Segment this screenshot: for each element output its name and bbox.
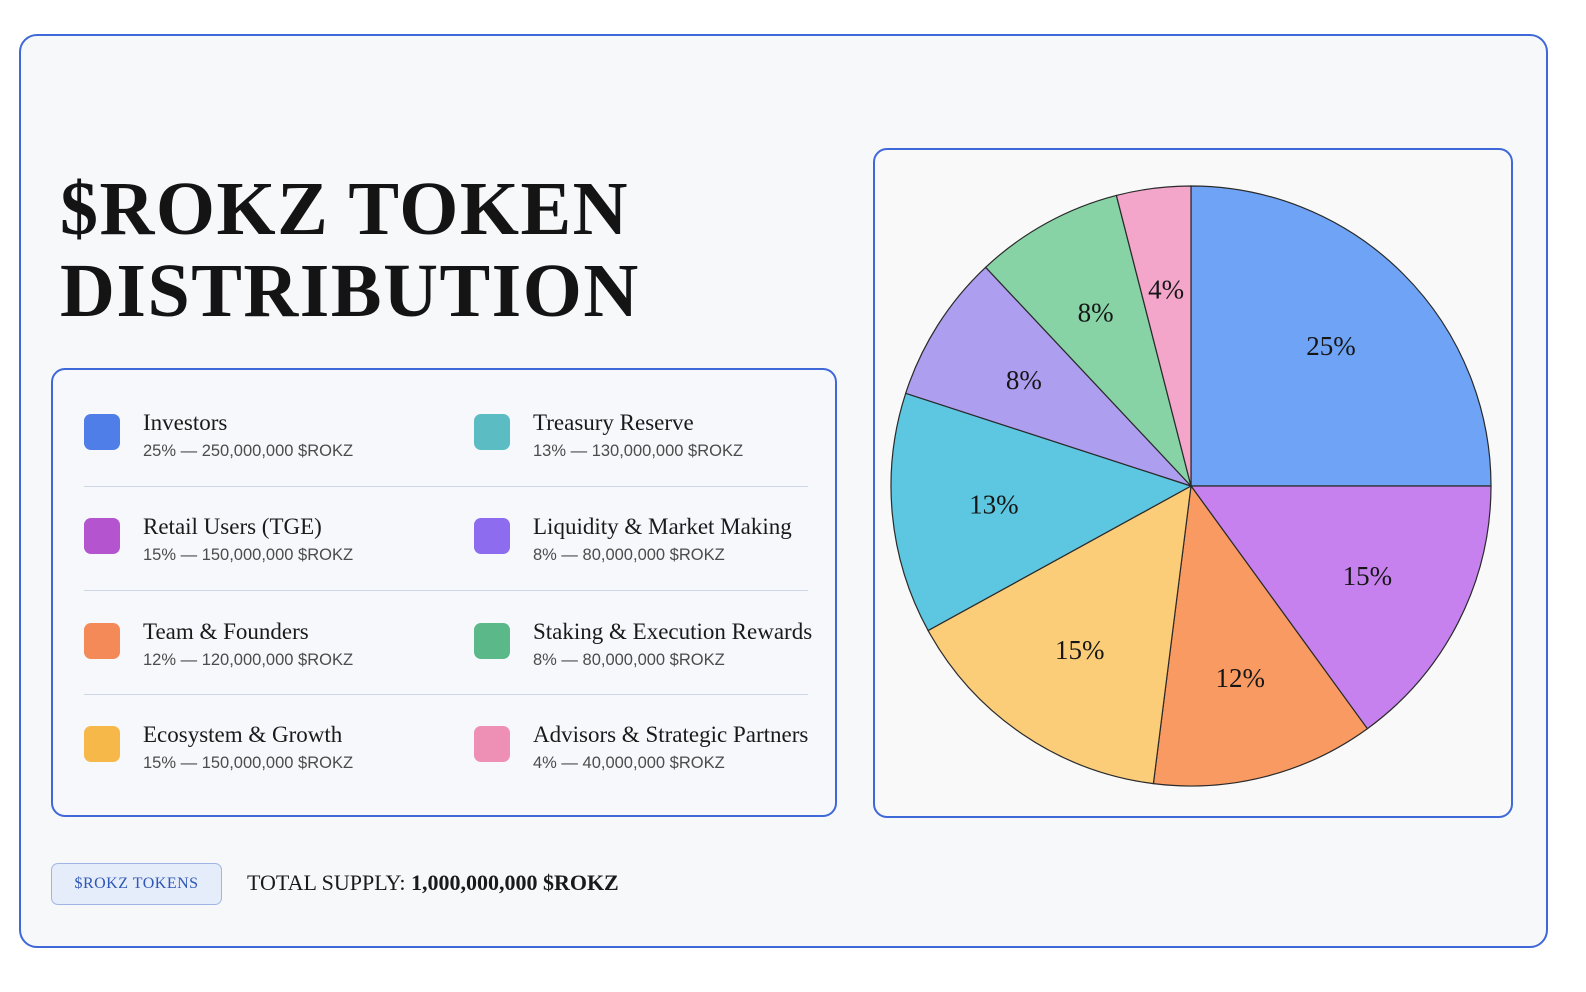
pie-slice-label-1: 15%	[1343, 561, 1393, 591]
token-badge: $ROKZ TOKENS	[51, 863, 222, 905]
legend-name: Team & Founders	[143, 619, 309, 644]
legend-item-treasury-reserve: Treasury Reserve 13% — 130,000,000 $ROKZ	[474, 410, 834, 482]
pie-slice-3	[927, 484, 1192, 785]
title-line-2: DISTRIBUTION	[60, 249, 640, 333]
pie-slice-6	[984, 194, 1192, 487]
legend-swatch	[84, 726, 120, 762]
legend-detail: 15% — 150,000,000 $ROKZ	[143, 754, 354, 772]
legend-panel: Investors 25% — 250,000,000 $ROKZ Treasu…	[51, 368, 837, 817]
legend-detail: 12% — 120,000,000 $ROKZ	[143, 651, 354, 669]
legend-name: Ecosystem & Growth	[143, 722, 343, 747]
legend-divider	[84, 486, 808, 487]
pie-slice-5	[904, 266, 1192, 487]
pie-slice-7	[1115, 185, 1192, 487]
legend-detail: 8% — 80,000,000 $ROKZ	[533, 546, 725, 564]
total-supply-label: TOTAL SUPPLY:	[247, 870, 406, 895]
legend-name: Liquidity & Market Making	[533, 514, 792, 539]
pie-slice-label-4: 13%	[969, 490, 1019, 520]
legend-divider	[84, 694, 808, 695]
pie-slice-label-0: 25%	[1306, 331, 1356, 361]
pie-slice-label-5: 8%	[1006, 365, 1042, 395]
legend-detail: 25% — 250,000,000 $ROKZ	[143, 442, 354, 460]
legend-name: Investors	[143, 410, 228, 435]
legend-swatch	[84, 623, 120, 659]
pie-slice-1	[1189, 485, 1492, 730]
legend-detail: 4% — 40,000,000 $ROKZ	[533, 754, 725, 772]
pie-slice-label-3: 15%	[1055, 635, 1105, 665]
legend-swatch	[474, 518, 510, 554]
legend-item-retail-users: Retail Users (TGE) 15% — 150,000,000 $RO…	[84, 514, 444, 586]
pie-chart: 25% 15% 12% 15% 13% 8% 8% 4%	[890, 185, 1492, 787]
legend-swatch	[474, 623, 510, 659]
legend-swatch	[474, 726, 510, 762]
pie-slice-0	[1190, 185, 1492, 487]
legend-name: Advisors & Strategic Partners	[533, 722, 809, 747]
legend-detail: 15% — 150,000,000 $ROKZ	[143, 546, 354, 564]
pie-chart-panel: 25% 15% 12% 15% 13% 8% 8% 4%	[873, 148, 1513, 818]
legend-detail: 8% — 80,000,000 $ROKZ	[533, 651, 725, 669]
legend-swatch	[474, 414, 510, 450]
legend-item-staking-rewards: Staking & Execution Rewards 8% — 80,000,…	[474, 619, 834, 691]
legend-item-investors: Investors 25% — 250,000,000 $ROKZ	[84, 410, 444, 482]
total-supply-value: 1,000,000,000 $ROKZ	[410, 870, 619, 895]
legend-name: Retail Users (TGE)	[143, 514, 322, 539]
pie-slice-2	[1152, 484, 1369, 787]
legend-name: Treasury Reserve	[533, 410, 694, 435]
legend-item-advisors: Advisors & Strategic Partners 4% — 40,00…	[474, 722, 834, 794]
legend-swatch	[84, 518, 120, 554]
pie-slice-label-2: 12%	[1215, 663, 1265, 693]
legend-name: Staking & Execution Rewards	[533, 619, 813, 644]
pie-slice-label-6: 8%	[1078, 297, 1114, 327]
legend-item-team-founders: Team & Founders 12% — 120,000,000 $ROKZ	[84, 619, 444, 691]
total-supply: TOTAL SUPPLY: 1,000,000,000 $ROKZ	[247, 870, 619, 896]
legend-item-ecosystem-growth: Ecosystem & Growth 15% — 150,000,000 $RO…	[84, 722, 444, 794]
page-title: $ROKZ TOKEN DISTRIBUTION	[60, 168, 640, 332]
legend-detail: 13% — 130,000,000 $ROKZ	[533, 442, 744, 460]
legend-swatch	[84, 414, 120, 450]
legend-item-liquidity: Liquidity & Market Making 8% — 80,000,00…	[474, 514, 834, 586]
legend-divider	[84, 590, 808, 591]
title-line-1: $ROKZ TOKEN	[60, 167, 630, 251]
pie-slice-label-7: 4%	[1148, 275, 1184, 305]
pie-slice-4	[890, 392, 1193, 632]
